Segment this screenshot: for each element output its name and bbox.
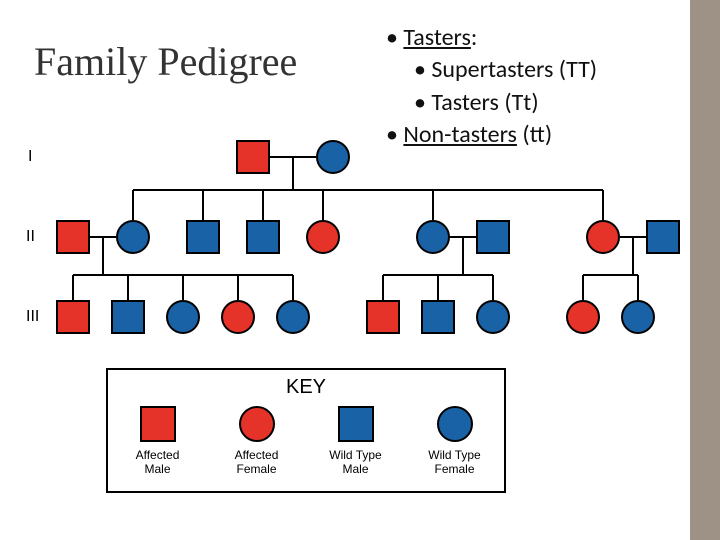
key-items: AffectedMaleAffectedFemaleWild TypeMaleW… xyxy=(108,406,504,477)
key-label-line2: Male xyxy=(311,462,401,476)
pedigree-individual xyxy=(566,300,600,334)
pedigree-individual xyxy=(116,220,150,254)
pedigree-individual xyxy=(56,300,90,334)
generation-label: III xyxy=(26,308,39,326)
key-label-line1: Wild Type xyxy=(410,448,500,462)
key-label-line2: Female xyxy=(212,462,302,476)
pedigree-individual xyxy=(166,300,200,334)
pedigree-individual xyxy=(316,140,350,174)
pedigree-individual xyxy=(646,220,680,254)
pedigree-individual xyxy=(111,300,145,334)
key-label-line2: Female xyxy=(410,462,500,476)
key-shape xyxy=(338,406,374,442)
pedigree-individual xyxy=(186,220,220,254)
key-label-line1: Affected xyxy=(212,448,302,462)
bullet-tasters: Tasters: xyxy=(386,22,597,54)
pedigree-individual xyxy=(56,220,90,254)
pedigree-individual xyxy=(621,300,655,334)
key-label-line2: Male xyxy=(113,462,203,476)
tasters-label: Tasters xyxy=(403,23,471,52)
pedigree-individual xyxy=(586,220,620,254)
pedigree-individual xyxy=(416,220,450,254)
key-shape xyxy=(437,406,473,442)
bullet-tasters-tt: Tasters (Tt) xyxy=(414,87,597,119)
pedigree-chart: IIIIII xyxy=(26,130,666,350)
key-item: AffectedFemale xyxy=(212,406,302,477)
pedigree-individual xyxy=(246,220,280,254)
slide-title: Family Pedigree xyxy=(34,38,297,85)
pedigree-individual xyxy=(276,300,310,334)
pedigree-individual xyxy=(221,300,255,334)
pedigree-individual xyxy=(306,220,340,254)
generation-label: II xyxy=(26,228,35,246)
pedigree-individual xyxy=(476,300,510,334)
pedigree-key: KEY AffectedMaleAffectedFemaleWild TypeM… xyxy=(106,368,506,493)
key-item: AffectedMale xyxy=(113,406,203,477)
key-shape xyxy=(239,406,275,442)
pedigree-individual xyxy=(421,300,455,334)
slide-accent-stripe xyxy=(690,0,720,540)
key-label-line1: Wild Type xyxy=(311,448,401,462)
pedigree-individual xyxy=(236,140,270,174)
pedigree-individual xyxy=(476,220,510,254)
key-label-line1: Affected xyxy=(113,448,203,462)
pedigree-individual xyxy=(366,300,400,334)
key-shape xyxy=(140,406,176,442)
bullet-supertasters: Supertasters (TT) xyxy=(414,54,597,86)
tasters-suffix: : xyxy=(471,23,477,52)
key-item: Wild TypeMale xyxy=(311,406,401,477)
generation-label: I xyxy=(28,148,32,166)
key-title: KEY xyxy=(108,376,504,399)
key-item: Wild TypeFemale xyxy=(410,406,500,477)
